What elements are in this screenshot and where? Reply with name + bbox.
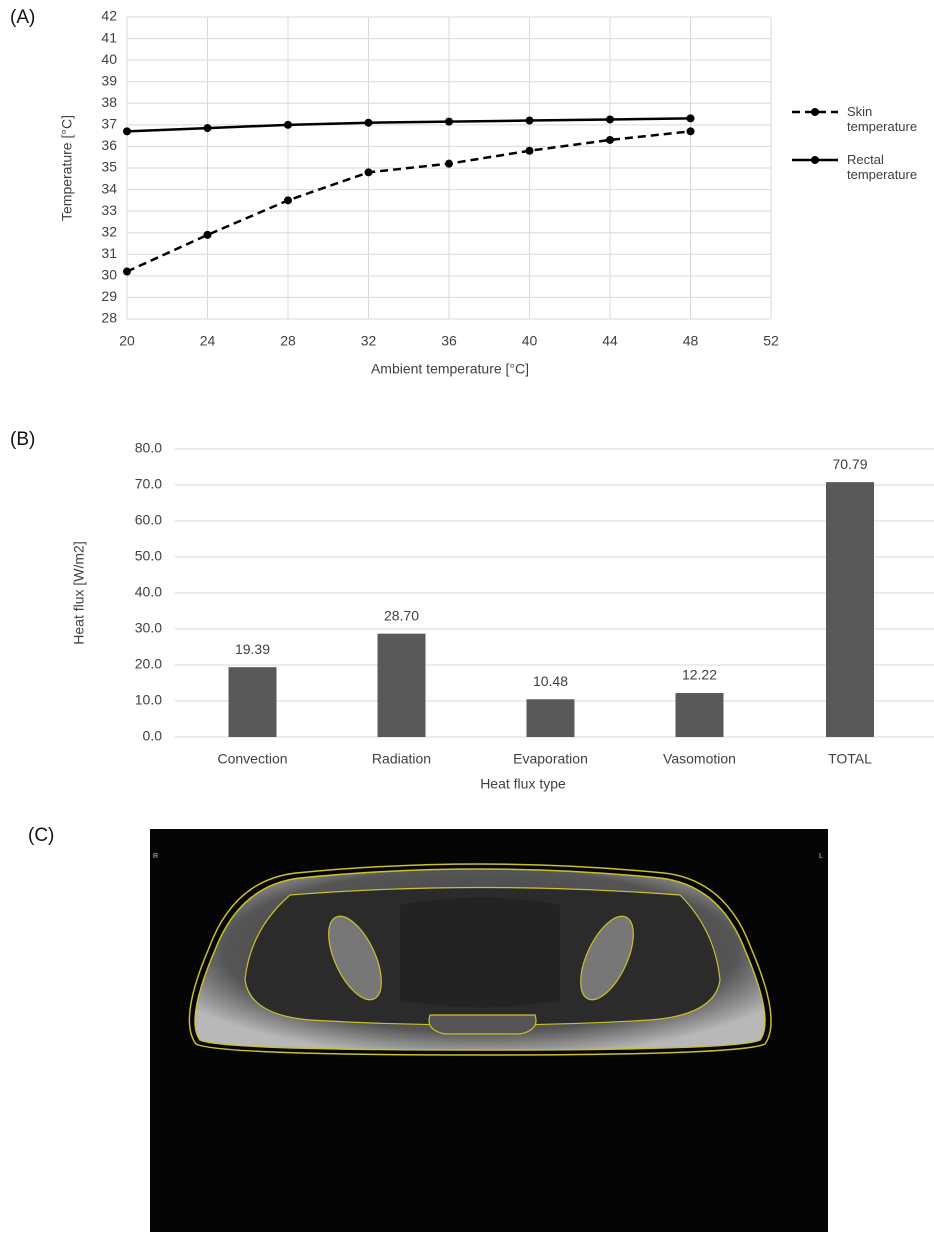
y-axis-title: Temperature [°C] xyxy=(59,115,75,221)
x-tick-label: TOTAL xyxy=(828,751,872,767)
data-label: 19.39 xyxy=(235,641,270,657)
data-label: 12.22 xyxy=(682,667,717,683)
y-tick-label: 35 xyxy=(101,159,117,175)
x-tick-label: 52 xyxy=(763,333,779,349)
legend-swatch xyxy=(811,156,819,164)
x-tick-label: Radiation xyxy=(372,751,431,767)
legend-swatch xyxy=(811,108,819,116)
y-tick-label: 70.0 xyxy=(135,476,162,492)
data-point xyxy=(284,196,292,204)
bar xyxy=(378,634,426,737)
bar xyxy=(527,699,575,737)
data-point xyxy=(365,168,373,176)
y-tick-label: 37 xyxy=(101,116,117,132)
figure: R L (C) 28 29 30 31 32 33 34 35 36 37 38 39 40 41 42 20… xyxy=(0,0,934,1232)
y-tick-label: 20.0 xyxy=(135,656,162,672)
y-axis-title: Heat flux [W/m2] xyxy=(71,541,87,644)
data-point xyxy=(445,118,453,126)
data-label: 10.48 xyxy=(533,673,568,689)
data-point xyxy=(526,147,534,155)
data-label: 70.79 xyxy=(832,456,867,472)
y-tick-label: 60.0 xyxy=(135,512,162,528)
x-tick-label: Vasomotion xyxy=(663,751,736,767)
bar xyxy=(676,693,724,737)
y-tick-label: 80.0 xyxy=(135,440,162,456)
data-point xyxy=(365,119,373,127)
x-tick-label: 32 xyxy=(361,333,377,349)
x-tick-label: Convection xyxy=(217,751,287,767)
outline xyxy=(429,1015,536,1034)
y-tick-label: 28 xyxy=(101,310,117,326)
x-tick-label: Evaporation xyxy=(513,751,588,767)
x-tick-label: 24 xyxy=(200,333,216,349)
x-tick-label: 44 xyxy=(602,333,618,349)
y-tick-label: 10.0 xyxy=(135,692,162,708)
y-tick-label: 30 xyxy=(101,267,117,283)
data-point xyxy=(606,136,614,144)
y-tick-label: 42 xyxy=(101,8,117,24)
x-axis-title: Ambient temperature [°C] xyxy=(371,361,529,377)
y-tick-label: 34 xyxy=(101,180,117,196)
y-tick-label: 32 xyxy=(101,223,117,239)
bar xyxy=(229,667,277,737)
data-point xyxy=(123,268,131,276)
data-point xyxy=(123,127,131,135)
data-point xyxy=(445,160,453,168)
x-tick-label: 28 xyxy=(280,333,296,349)
panel-label: (B) xyxy=(10,429,35,450)
y-tick-label: 30.0 xyxy=(135,620,162,636)
x-tick-label: 20 xyxy=(119,333,135,349)
y-tick-label: 29 xyxy=(101,288,117,304)
panel-label: (A) xyxy=(10,7,35,28)
image-marker: R xyxy=(153,853,158,860)
data-point xyxy=(606,115,614,123)
data-point xyxy=(204,231,212,239)
bar xyxy=(826,482,874,737)
x-tick-label: 48 xyxy=(683,333,699,349)
data-point xyxy=(687,127,695,135)
data-point xyxy=(526,117,534,125)
data-label: 28.70 xyxy=(384,607,419,623)
y-tick-label: 38 xyxy=(101,94,117,110)
y-tick-label: 31 xyxy=(101,245,117,261)
x-axis-title: Heat flux type xyxy=(480,776,566,792)
y-tick-label: 39 xyxy=(101,72,117,88)
y-tick-label: 50.0 xyxy=(135,548,162,564)
x-tick-label: 40 xyxy=(522,333,538,349)
series-line xyxy=(127,131,691,271)
y-tick-label: 41 xyxy=(101,29,117,45)
x-tick-label: 36 xyxy=(441,333,457,349)
y-tick-label: 0.0 xyxy=(143,728,163,744)
data-point xyxy=(204,124,212,132)
pelvis-region xyxy=(400,898,560,1008)
y-tick-label: 40.0 xyxy=(135,584,162,600)
panel-label: (C) xyxy=(28,825,54,846)
legend-label: Rectal temperature xyxy=(847,152,934,182)
image-marker: L xyxy=(819,853,823,860)
mri-image: R L xyxy=(150,829,828,1232)
y-tick-label: 33 xyxy=(101,202,117,218)
y-tick-label: 40 xyxy=(101,51,117,67)
legend-label: Skin temperature xyxy=(847,104,934,134)
y-tick-label: 36 xyxy=(101,137,117,153)
page: R L (C) 28 29 30 31 32 33 34 35 36 37 38 39 40 41 42 20… xyxy=(0,0,934,1232)
data-point xyxy=(284,121,292,129)
data-point xyxy=(687,114,695,122)
